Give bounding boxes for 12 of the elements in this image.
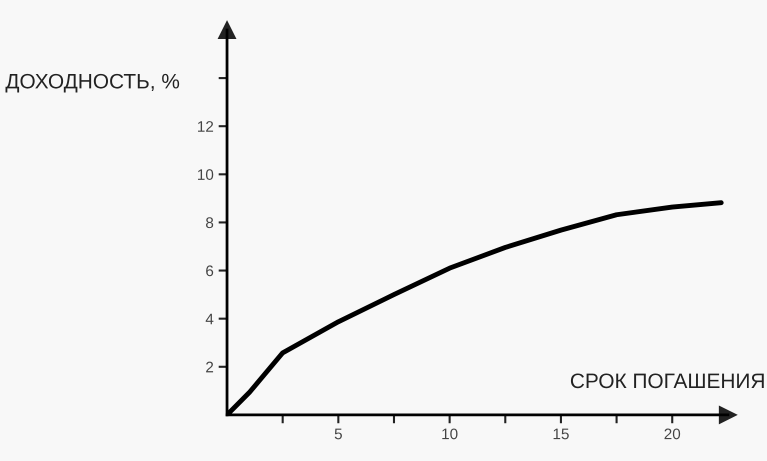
y-tick-label: 4 <box>206 314 214 324</box>
x-tick-label: 10 <box>442 428 458 440</box>
y-tick-label: 6 <box>206 265 214 276</box>
y-axis-title: ДОХОДНОСТЬ, % <box>6 74 180 93</box>
x-tick-label: 5 <box>334 428 342 440</box>
y-tick-label: 10 <box>198 169 214 180</box>
x-tick-label: 15 <box>554 428 569 440</box>
y-tick-label: 8 <box>206 217 214 228</box>
y-tick-label: 12 <box>198 121 214 132</box>
y-tick-label: 2 <box>206 362 214 372</box>
x-tick-label: 20 <box>664 428 680 440</box>
x-axis-title: СРОК ПОГАШЕНИЯ <box>570 373 764 388</box>
